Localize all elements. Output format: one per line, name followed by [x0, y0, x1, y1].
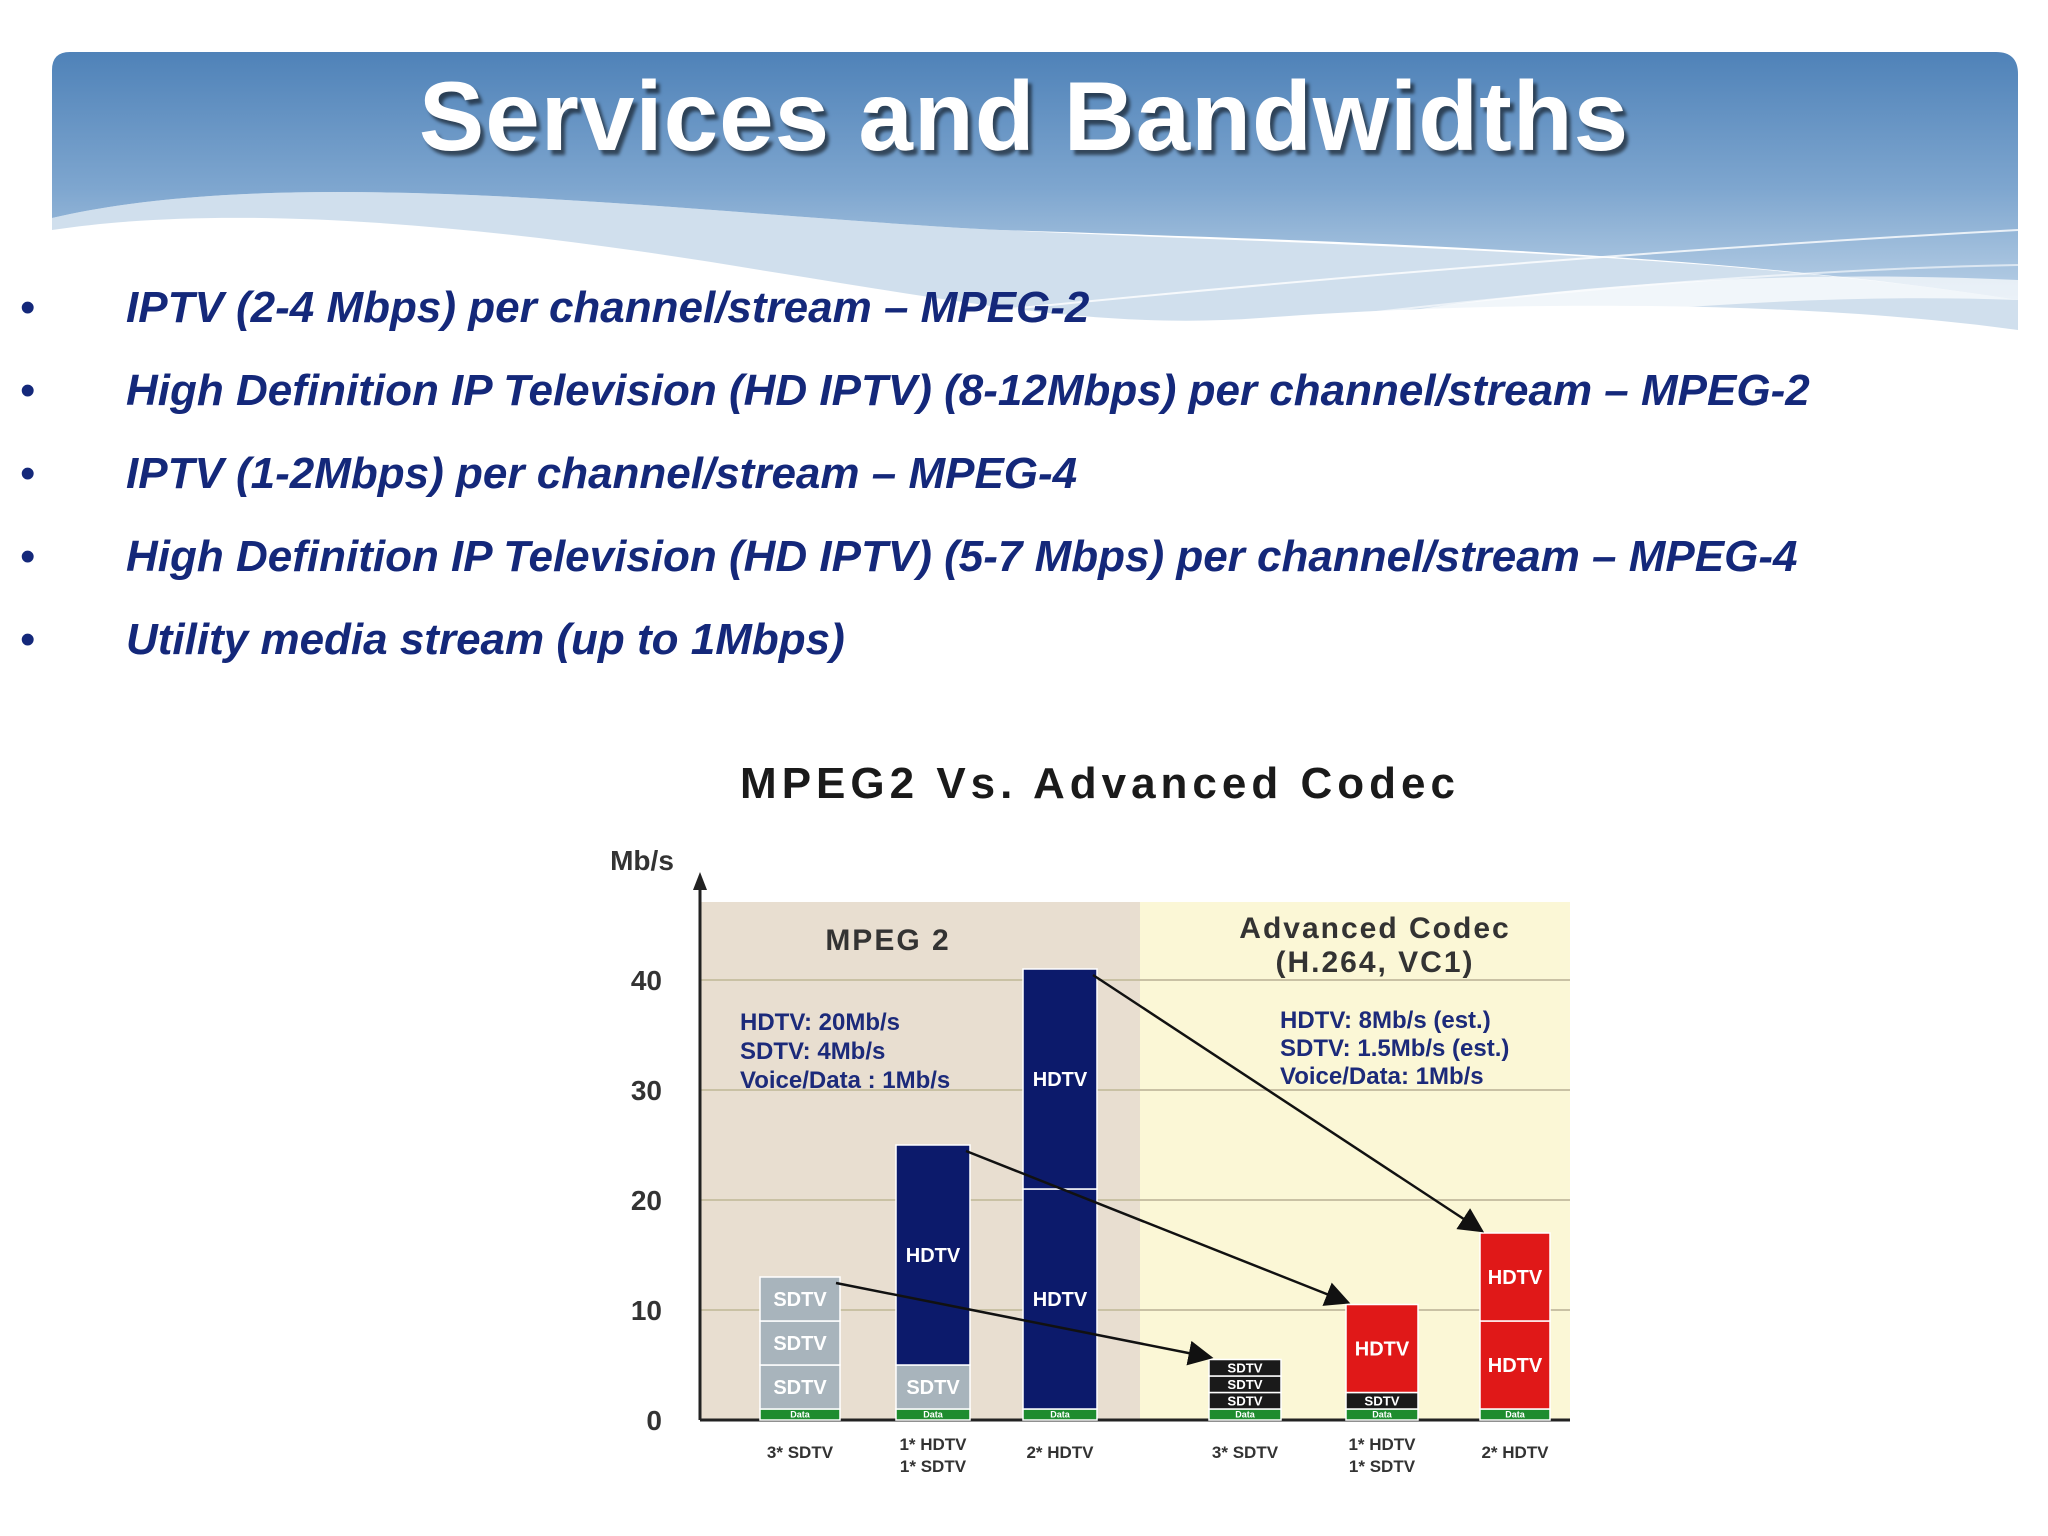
bar-segment-sdtv: [759, 1320, 841, 1366]
x-category-label: 1* SDTV: [1349, 1457, 1416, 1476]
region-label-mpeg2: MPEG 2: [825, 924, 950, 957]
bar-segment-hdtv: [1022, 968, 1098, 1190]
bar-segment-label: HDTV: [1355, 1339, 1410, 1361]
y-tick-label: 20: [631, 1185, 662, 1216]
note-advanced: Voice/Data: 1Mb/s: [1280, 1063, 1484, 1090]
bar-segment-label: SDTV: [1364, 1393, 1399, 1408]
bar-segment-label: SDTV: [773, 1377, 827, 1399]
y-axis-arrowhead: [693, 872, 707, 890]
bar-segment-hdtv: [895, 1144, 971, 1366]
bar-segment-label: HDTV: [1488, 1267, 1543, 1289]
bar-segment-label: SDTV: [773, 1289, 827, 1311]
bar-segment-label: HDTV: [1033, 1289, 1088, 1311]
bar-segment-label: SDTV: [1227, 1393, 1262, 1408]
bar-segment-label: Data: [790, 1410, 811, 1420]
bullet-dot: •: [20, 615, 36, 664]
comparison-arrow: [1092, 973, 1485, 1233]
note-mpeg2: HDTV: 20Mb/s: [740, 1009, 900, 1036]
x-category-label: 3* SDTV: [767, 1443, 834, 1462]
bar-segment-label: SDTV: [1227, 1377, 1262, 1392]
x-category-label: 2* HDTV: [1481, 1443, 1549, 1462]
header-swoosh-line: [999, 229, 2019, 311]
comparison-arrow: [965, 1149, 1351, 1306]
bar-segment-sdtv: [759, 1276, 841, 1322]
bullet-text: High Definition IP Television (HD IPTV) …: [126, 366, 1810, 415]
region-sublabel-advanced: (H.264, VC1): [1275, 946, 1474, 979]
bar-segment-hdtv: [1022, 1188, 1098, 1410]
comparison-arrow: [835, 1281, 1214, 1366]
region-label-advanced: Advanced Codec: [1239, 912, 1510, 945]
x-category-label: 1* HDTV: [899, 1435, 967, 1454]
header-swoosh-line-2: [1149, 264, 2019, 341]
bullet-text: High Definition IP Television (HD IPTV) …: [126, 532, 1798, 581]
bullet-dot: •: [20, 449, 36, 498]
bar-segment-label: HDTV: [1488, 1355, 1543, 1377]
bar-segment-label: SDTV: [906, 1377, 960, 1399]
bar-segment-hdtv: [1479, 1232, 1551, 1322]
y-tick-label: 40: [631, 965, 662, 996]
bullet-dot: •: [20, 283, 36, 332]
slide-title: Services and Bandwidths: [418, 61, 1630, 171]
bar-segment-label: Data: [1372, 1410, 1393, 1420]
bullet-dot: •: [20, 366, 36, 415]
bar-segment-label: SDTV: [773, 1333, 827, 1355]
x-category-label: 1* HDTV: [1348, 1435, 1416, 1454]
y-tick-label: 30: [631, 1075, 662, 1106]
bar-segment-hdtv: [1345, 1303, 1419, 1394]
x-category-label: 3* SDTV: [1212, 1443, 1279, 1462]
bar-segment-label: Data: [1505, 1410, 1526, 1420]
bullet-dot: •: [20, 532, 36, 581]
y-axis-label: Mb/s: [610, 845, 674, 876]
header-swoosh-white: [1200, 276, 2018, 350]
codec-bar-chart: 0 10 20 30 40 MPEG2 Vs. Advanced Codec Mb/s MPE…: [610, 759, 1570, 1476]
y-tick-label: 10: [631, 1295, 662, 1326]
bar-segment-label: Data: [1235, 1410, 1256, 1420]
bar-segment-label: HDTV: [1033, 1069, 1088, 1091]
note-advanced: HDTV: 8Mb/s (est.): [1280, 1007, 1491, 1034]
note-mpeg2: Voice/Data : 1Mb/s: [740, 1067, 950, 1094]
chart-title: MPEG2 Vs. Advanced Codec: [740, 759, 1460, 808]
bar-segment-sdtv: [759, 1364, 841, 1410]
x-category-label: 1* SDTV: [900, 1457, 967, 1476]
note-mpeg2: SDTV: 4Mb/s: [740, 1038, 885, 1065]
bullet-text: IPTV (1-2Mbps) per channel/stream – MPEG…: [126, 449, 1078, 498]
bullet-text: Utility media stream (up to 1Mbps): [126, 615, 845, 664]
bar-segment-label: SDTV: [1227, 1360, 1262, 1375]
x-category-label: 2* HDTV: [1026, 1443, 1094, 1462]
header-banner: [52, 52, 2019, 350]
bar-segment-label: Data: [923, 1410, 944, 1420]
bar-segment-label: Data: [1050, 1410, 1071, 1420]
header-band: [52, 52, 2018, 300]
bullet-text: IPTV (2-4 Mbps) per channel/stream – MPE…: [126, 283, 1090, 332]
y-tick-label: 0: [646, 1405, 662, 1436]
bar-segment-sdtv: [1208, 1358, 1282, 1377]
note-advanced: SDTV: 1.5Mb/s (est.): [1280, 1035, 1509, 1062]
bar-segment-label: HDTV: [906, 1245, 961, 1267]
